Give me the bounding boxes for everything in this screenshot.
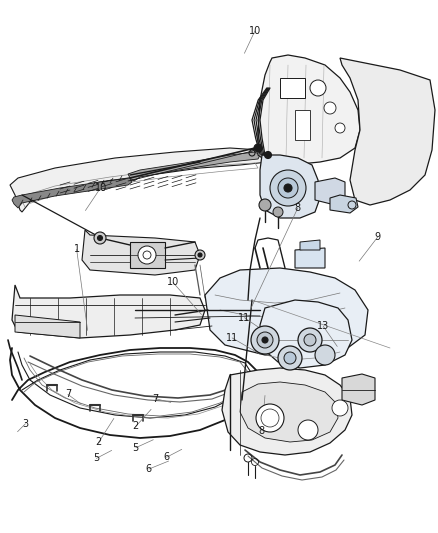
Text: 7: 7: [152, 394, 159, 403]
Circle shape: [278, 346, 302, 370]
Circle shape: [259, 199, 271, 211]
Text: 5: 5: [93, 454, 99, 463]
Text: 10: 10: [167, 278, 179, 287]
Text: 13: 13: [317, 321, 329, 331]
Text: 11: 11: [226, 333, 238, 343]
Polygon shape: [12, 285, 205, 338]
Circle shape: [315, 345, 335, 365]
Polygon shape: [222, 368, 352, 455]
Polygon shape: [315, 178, 345, 205]
Circle shape: [298, 420, 318, 440]
Text: 8: 8: [295, 203, 301, 213]
Text: 8: 8: [259, 426, 265, 435]
Polygon shape: [342, 374, 375, 405]
Polygon shape: [330, 195, 358, 213]
Circle shape: [256, 404, 284, 432]
Polygon shape: [280, 78, 305, 98]
Circle shape: [273, 207, 283, 217]
Circle shape: [94, 232, 106, 244]
Polygon shape: [128, 152, 260, 181]
Polygon shape: [260, 155, 320, 218]
Text: 6: 6: [146, 464, 152, 474]
Circle shape: [332, 400, 348, 416]
Circle shape: [310, 80, 326, 96]
Polygon shape: [10, 148, 270, 212]
Circle shape: [270, 170, 306, 206]
Circle shape: [284, 184, 292, 192]
Circle shape: [254, 144, 262, 152]
Polygon shape: [340, 58, 435, 205]
Text: 9: 9: [374, 232, 381, 242]
Text: 7: 7: [65, 390, 71, 399]
Circle shape: [198, 253, 202, 257]
Polygon shape: [260, 300, 352, 368]
Polygon shape: [258, 55, 360, 165]
Circle shape: [304, 334, 316, 346]
Circle shape: [257, 332, 273, 348]
Circle shape: [284, 352, 296, 364]
Text: 1: 1: [74, 245, 80, 254]
Polygon shape: [300, 240, 320, 250]
Circle shape: [262, 337, 268, 343]
Text: 3: 3: [22, 419, 28, 429]
Polygon shape: [205, 268, 368, 358]
Text: 6: 6: [163, 453, 170, 462]
Circle shape: [98, 236, 102, 240]
Polygon shape: [295, 110, 310, 140]
Circle shape: [195, 250, 205, 260]
Circle shape: [251, 326, 279, 354]
Polygon shape: [15, 315, 80, 338]
Circle shape: [278, 178, 298, 198]
Text: 2: 2: [133, 422, 139, 431]
Circle shape: [298, 328, 322, 352]
Text: 11: 11: [238, 313, 251, 322]
Polygon shape: [12, 178, 132, 208]
Circle shape: [324, 102, 336, 114]
Circle shape: [265, 151, 272, 158]
Polygon shape: [295, 248, 325, 268]
Text: 10: 10: [249, 26, 261, 36]
Polygon shape: [130, 242, 165, 268]
Polygon shape: [240, 382, 338, 442]
Text: 10: 10: [95, 183, 107, 192]
Circle shape: [335, 123, 345, 133]
Text: 5: 5: [133, 443, 139, 453]
Polygon shape: [82, 230, 200, 275]
Text: 2: 2: [95, 438, 102, 447]
Circle shape: [138, 246, 156, 264]
